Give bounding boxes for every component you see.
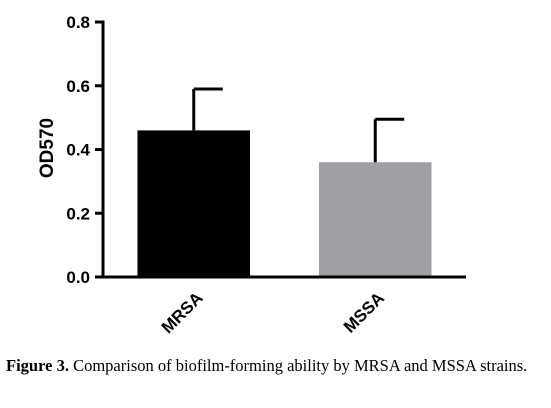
caption-text: Comparison of biofilm-forming ability by… bbox=[68, 356, 528, 375]
y-tick-label: 0.4 bbox=[66, 141, 90, 160]
y-tick-label: 0.6 bbox=[66, 77, 90, 96]
y-axis-title: OD570 bbox=[37, 118, 58, 178]
y-tick-label: 0.8 bbox=[66, 13, 90, 32]
error-bars bbox=[192, 87, 405, 163]
figure-caption: Figure 3. Comparison of biofilm-forming … bbox=[6, 355, 544, 376]
x-tick-label: MRSA bbox=[158, 288, 207, 337]
y-tick-label: 0.0 bbox=[66, 268, 90, 287]
bar-mssa bbox=[318, 162, 432, 277]
bar-mrsa bbox=[137, 130, 251, 277]
bar-chart: OD570 0.0 0.2 0.4 0.6 0.8 MRSA MSSA bbox=[37, 13, 466, 337]
error-bar-mssa bbox=[373, 117, 405, 163]
x-axis-labels: MRSA MSSA bbox=[158, 288, 388, 337]
x-tick-label: MSSA bbox=[340, 288, 388, 336]
error-bar-mrsa bbox=[192, 87, 223, 131]
figure-number: Figure 3. bbox=[6, 356, 69, 375]
bars bbox=[137, 130, 432, 277]
y-axis-ticks: 0.0 0.2 0.4 0.6 0.8 bbox=[66, 13, 103, 287]
y-tick-label: 0.2 bbox=[66, 204, 90, 223]
